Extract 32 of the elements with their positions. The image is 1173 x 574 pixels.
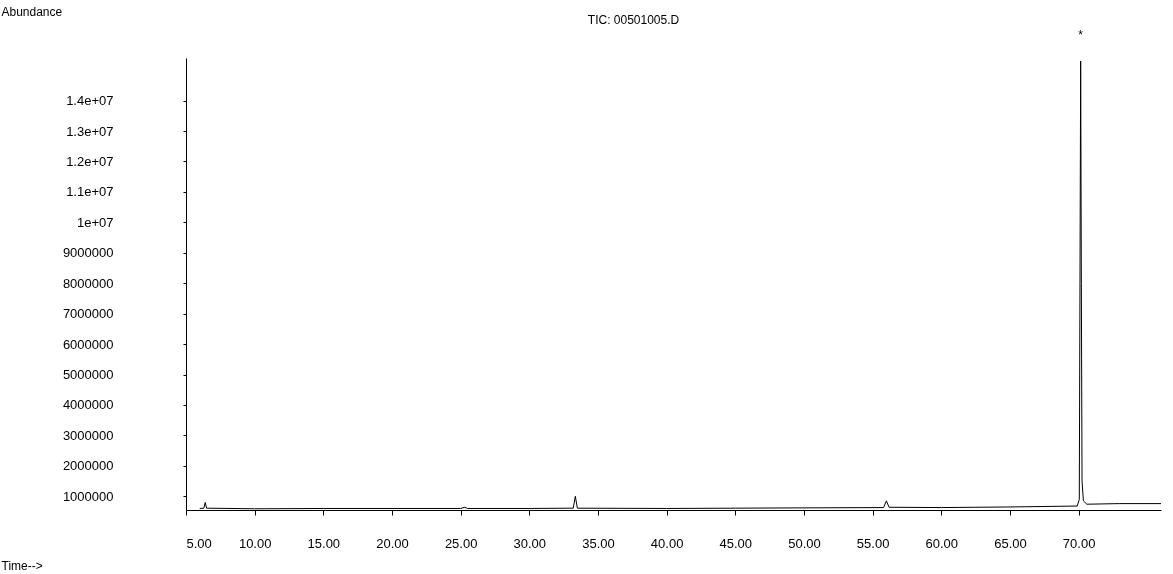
- x-tick-label: 45.00: [719, 535, 753, 551]
- x-tick-label: 50.00: [788, 535, 821, 551]
- y-tick-label: 9000000: [62, 245, 114, 261]
- y-tick-label: 5000000: [62, 367, 114, 383]
- y-tick-label: 8000000: [62, 275, 114, 291]
- x-axis-title: Time-->: [1, 558, 43, 573]
- y-axis-title: Abundance: [1, 4, 63, 19]
- y-tick-label: 4000000: [62, 397, 114, 413]
- y-tick-label: 7000000: [62, 306, 114, 322]
- y-tick-label: 1e+07: [76, 214, 114, 230]
- annotation: *: [1078, 28, 1084, 43]
- y-tick-label: 1000000: [62, 488, 114, 504]
- x-tick-label: 30.00: [513, 535, 547, 551]
- x-tick-label: 20.00: [376, 535, 409, 551]
- x-tick-label: 5.00: [186, 535, 212, 551]
- x-tick-label: 55.00: [856, 535, 890, 551]
- chart-title: TIC: 00501005.D: [587, 13, 680, 27]
- x-tick-label: 60.00: [925, 535, 959, 551]
- y-tick-label: 1.2e+07: [66, 153, 114, 169]
- y-tick-label: 6000000: [62, 336, 114, 352]
- x-tick-label: 65.00: [994, 535, 1027, 551]
- y-tick-label: 1.3e+07: [66, 123, 114, 139]
- y-tick-label: 1.1e+07: [66, 184, 114, 200]
- x-tick-label: 40.00: [650, 535, 684, 551]
- y-tick-label: 1.4e+07: [66, 93, 114, 109]
- x-tick-label: 10.00: [238, 535, 272, 551]
- y-tick-label: 3000000: [62, 427, 114, 443]
- x-tick-label: 35.00: [582, 535, 615, 551]
- x-tick-label: 25.00: [444, 535, 478, 551]
- y-tick-label: 2000000: [62, 458, 114, 474]
- x-tick-label: 15.00: [307, 535, 341, 551]
- x-tick-label: 70.00: [1062, 535, 1096, 551]
